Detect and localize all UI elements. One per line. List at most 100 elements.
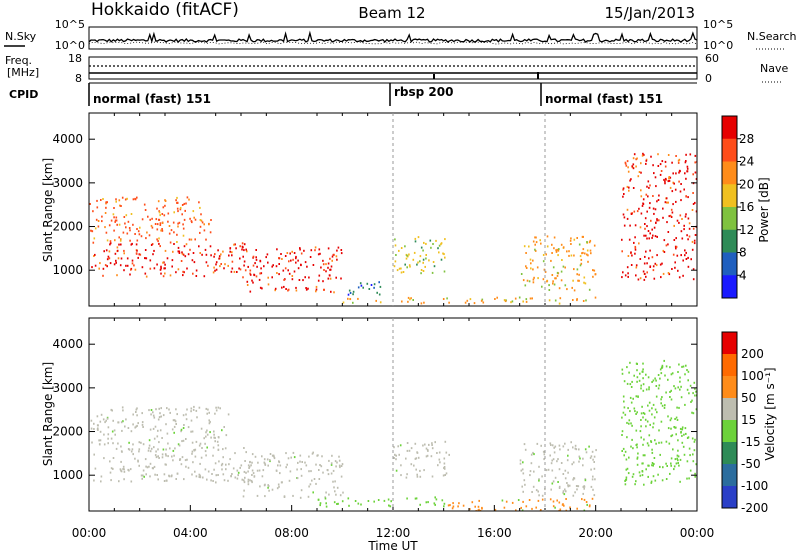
scatter-mark [678, 171, 680, 174]
scatter-mark [276, 248, 278, 251]
scatter-mark [449, 504, 451, 507]
scatter-mark [396, 269, 399, 272]
scatter-mark [276, 487, 279, 490]
scatter-mark [174, 420, 177, 423]
colorbar-swatch [722, 332, 737, 355]
scatter-mark [99, 262, 101, 265]
scatter-mark [149, 259, 152, 262]
scatter-mark [118, 236, 120, 239]
scatter-mark [676, 406, 678, 409]
scatter-mark [167, 442, 169, 445]
scatter-mark [679, 190, 682, 193]
scatter-mark [194, 238, 196, 241]
scatter-mark [690, 258, 692, 261]
scatter-mark [658, 194, 660, 197]
scatter-mark [670, 216, 673, 218]
scatter-mark [383, 499, 386, 502]
scatter-mark [109, 242, 112, 245]
scatter-mark [357, 286, 360, 289]
scatter-mark [195, 269, 198, 272]
scatter-mark [319, 504, 321, 507]
scatter-mark [531, 491, 533, 493]
scatter-mark [194, 470, 196, 473]
scatter-mark [530, 262, 532, 265]
scatter-mark [422, 444, 424, 447]
scatter-mark [496, 296, 498, 299]
scatter-mark [98, 267, 100, 270]
scatter-mark [286, 252, 289, 254]
scatter-mark [243, 479, 245, 482]
scatter-mark [540, 509, 542, 511]
scatter-mark [307, 287, 309, 290]
scatter-mark [111, 409, 113, 412]
scatter-mark [695, 408, 697, 411]
y-tick-label: 3000 [52, 176, 83, 190]
scatter-mark [178, 221, 181, 224]
scatter-mark [677, 462, 679, 464]
scatter-mark [594, 273, 597, 276]
scatter-mark [160, 415, 162, 418]
scatter-mark [688, 227, 691, 230]
scatter-mark [668, 442, 671, 445]
scatter-mark [246, 284, 249, 286]
scatter-mark [163, 473, 166, 476]
scatter-mark [158, 457, 160, 459]
scatter-mark [684, 161, 687, 164]
scatter-mark [102, 274, 104, 277]
scatter-mark [687, 370, 690, 373]
scatter-mark [594, 296, 597, 299]
scatter-mark [292, 494, 294, 497]
scatter-mark [679, 170, 681, 173]
scatter-mark [200, 427, 203, 430]
freq-right-label: Nave [760, 62, 788, 75]
scatter-mark [202, 476, 204, 479]
scatter-mark [688, 222, 691, 225]
scatter-mark [299, 248, 301, 251]
scatter-mark [625, 458, 628, 461]
scatter-mark [227, 479, 229, 482]
scatter-mark [550, 488, 552, 491]
scatter-mark [242, 276, 244, 279]
scatter-mark [164, 204, 166, 207]
scatter-mark [514, 297, 517, 300]
scatter-mark [203, 437, 205, 440]
scatter-mark [553, 236, 556, 239]
scatter-mark [692, 453, 694, 456]
colorbar-tick-label: 100 [741, 369, 764, 383]
scatter-mark [395, 458, 397, 461]
scatter-mark [567, 485, 570, 488]
scatter-mark [106, 258, 109, 261]
scatter-mark [525, 252, 527, 254]
scatter-mark [291, 275, 294, 277]
scatter-mark [640, 419, 642, 421]
scatter-mark [646, 262, 648, 265]
scatter-mark [105, 202, 107, 205]
scatter-mark [653, 457, 656, 459]
scatter-mark [185, 243, 188, 246]
scatter-mark [281, 258, 283, 260]
scatter-mark [589, 249, 592, 252]
scatter-mark [582, 492, 584, 495]
scatter-mark [243, 470, 246, 473]
scatter-mark [320, 465, 323, 468]
scatter-mark [534, 248, 536, 251]
scatter-mark [644, 217, 647, 220]
scatter-mark [648, 401, 651, 404]
scatter-mark [90, 229, 92, 232]
scatter-mark [518, 296, 521, 299]
scatter-mark [564, 477, 567, 480]
scatter-mark [373, 283, 376, 286]
scatter-mark [590, 252, 592, 255]
scatter-mark [585, 501, 588, 503]
scatter-mark [675, 155, 677, 157]
scatter-mark [571, 463, 573, 466]
scatter-mark [623, 380, 626, 383]
scatter-mark [205, 253, 208, 256]
scatter-mark [178, 252, 181, 254]
scatter-mark [337, 246, 340, 249]
scatter-mark [168, 232, 171, 235]
scatter-mark [579, 264, 582, 267]
scatter-mark [155, 218, 158, 221]
scatter-mark [236, 469, 239, 472]
scatter-mark [648, 409, 651, 412]
